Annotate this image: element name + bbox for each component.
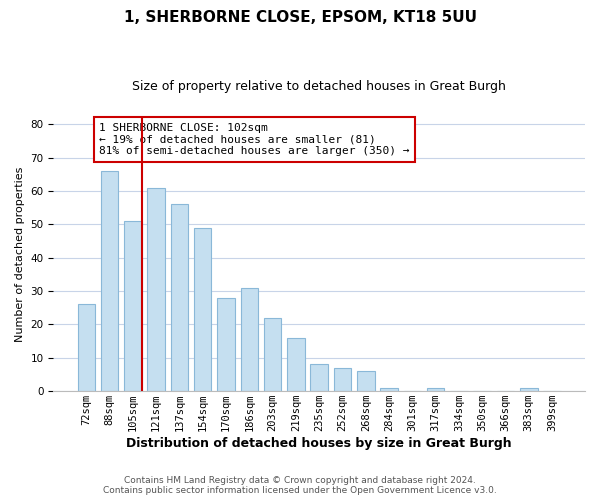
Bar [357, 371, 374, 391]
Bar [171, 204, 188, 391]
Bar [77, 304, 95, 391]
Text: 1 SHERBORNE CLOSE: 102sqm
← 19% of detached houses are smaller (81)
81% of semi-: 1 SHERBORNE CLOSE: 102sqm ← 19% of detac… [99, 123, 410, 156]
Bar [427, 388, 445, 391]
Bar [264, 318, 281, 391]
Text: Contains HM Land Registry data © Crown copyright and database right 2024.
Contai: Contains HM Land Registry data © Crown c… [103, 476, 497, 495]
Bar [101, 171, 118, 391]
Bar [194, 228, 211, 391]
Text: 1, SHERBORNE CLOSE, EPSOM, KT18 5UU: 1, SHERBORNE CLOSE, EPSOM, KT18 5UU [124, 10, 476, 25]
Bar [520, 388, 538, 391]
Bar [310, 364, 328, 391]
Y-axis label: Number of detached properties: Number of detached properties [15, 167, 25, 342]
Bar [287, 338, 305, 391]
Bar [217, 298, 235, 391]
Bar [124, 221, 142, 391]
Bar [334, 368, 351, 391]
Bar [241, 288, 258, 391]
Title: Size of property relative to detached houses in Great Burgh: Size of property relative to detached ho… [132, 80, 506, 93]
Bar [380, 388, 398, 391]
X-axis label: Distribution of detached houses by size in Great Burgh: Distribution of detached houses by size … [127, 437, 512, 450]
Bar [148, 188, 165, 391]
